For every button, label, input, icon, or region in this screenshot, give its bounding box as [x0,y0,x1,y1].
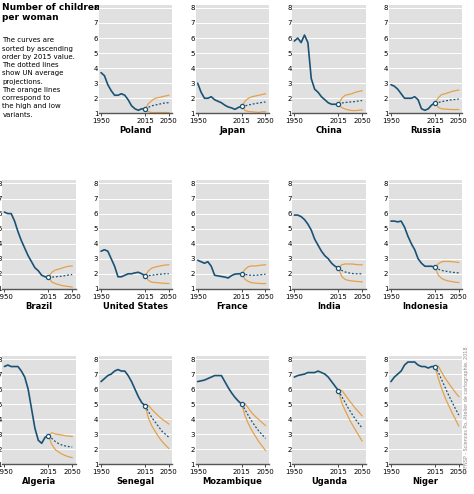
X-axis label: Mozambique: Mozambique [202,477,262,486]
X-axis label: Algeria: Algeria [22,477,56,486]
X-axis label: Senegal: Senegal [117,477,155,486]
Text: © FNSP - Sciences Po, Atelier de cartographie, 2018: © FNSP - Sciences Po, Atelier de cartogr… [464,347,469,474]
X-axis label: Russia: Russia [410,126,441,135]
X-axis label: India: India [317,302,341,311]
X-axis label: France: France [217,302,248,311]
Text: The curves are
sorted by ascending
order by 2015 value.
The dotted lines
show UN: The curves are sorted by ascending order… [2,38,75,118]
X-axis label: Indonesia: Indonesia [402,302,448,311]
X-axis label: United States: United States [103,302,168,311]
Text: Number of children
per woman: Number of children per woman [2,3,101,22]
X-axis label: Uganda: Uganda [311,477,347,486]
X-axis label: Poland: Poland [119,126,152,135]
X-axis label: Japan: Japan [219,126,246,135]
X-axis label: China: China [316,126,342,135]
X-axis label: Brazil: Brazil [26,302,53,311]
X-axis label: Niger: Niger [412,477,438,486]
